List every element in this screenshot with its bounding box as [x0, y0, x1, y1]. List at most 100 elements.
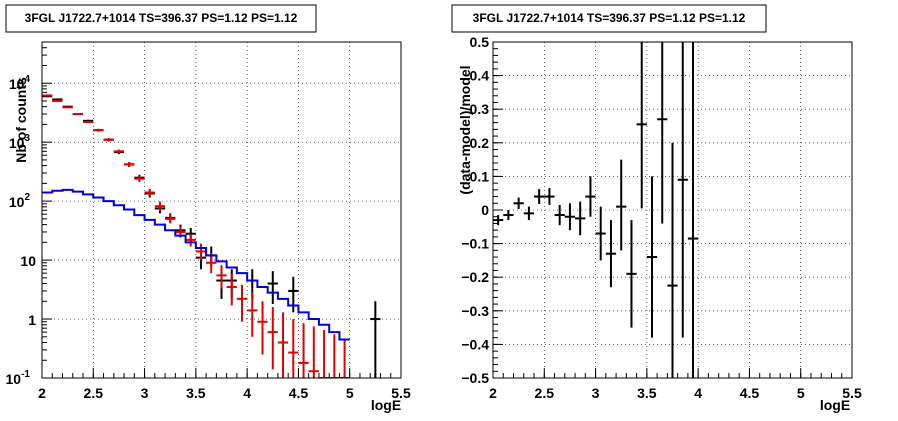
y-tick-base: 1 [28, 312, 36, 328]
data-point [185, 233, 196, 247]
y-axis-title: (data-model)/model [457, 65, 473, 194]
data-point [267, 307, 278, 370]
x-tick-label: 3.5 [186, 385, 206, 401]
y-tick-label: 1 [28, 312, 36, 328]
y-axis-title: Nb of counts [13, 77, 29, 163]
plot-area [493, 42, 699, 378]
chart-title-box [5, 4, 317, 33]
x-tick-label: 4 [694, 385, 702, 401]
y-tick-label: −0.5 [461, 370, 489, 386]
data-point [503, 210, 514, 221]
y-tick-exponent: 2 [24, 192, 30, 203]
y-tick-base: 10 [20, 253, 36, 269]
data-point [667, 142, 678, 378]
data-point [595, 206, 606, 261]
y-tick-base: 10 [9, 135, 25, 151]
x-tick-label: 4.5 [289, 385, 309, 401]
y-tick-label: 0 [481, 202, 489, 218]
data-point [216, 265, 227, 289]
data-point [103, 138, 114, 142]
y-tick-label: −0.2 [461, 269, 489, 285]
data-point [83, 120, 94, 124]
x-tick-label: 2 [38, 385, 46, 401]
data-point [544, 188, 555, 205]
data-point [42, 94, 53, 97]
data-point [154, 201, 166, 212]
data-point [605, 220, 617, 288]
x-tick-label: 4 [243, 385, 251, 401]
chart-title: 3FGL J1722.7+1014 TS=396.37 PS=1.12 PS=1… [25, 11, 298, 25]
plot-area [42, 94, 381, 378]
data-point [52, 99, 63, 102]
data-point [575, 201, 586, 236]
x-tick-label: 2.5 [84, 385, 104, 401]
y-tick-label: 0.3 [470, 101, 490, 117]
data-point [206, 253, 217, 274]
data-point [339, 339, 350, 378]
y-tick-label: −0.4 [461, 336, 489, 352]
data-point [493, 215, 504, 226]
data-point [277, 312, 289, 378]
data-point [72, 113, 84, 116]
data-point [226, 274, 237, 306]
data-point [554, 204, 565, 226]
chart-title: 3FGL J1722.7+1014 TS=396.37 PS=1.12 PS=1… [473, 11, 746, 25]
y-tick-label: 0.1 [470, 168, 490, 184]
data-point [616, 159, 627, 251]
x-tick-label: 5 [797, 385, 805, 401]
x-tick-label: 5 [346, 385, 354, 401]
data-point [257, 301, 268, 355]
model-histogram-line [42, 188, 350, 341]
data-point [267, 271, 278, 304]
x-tick-label: 2.5 [535, 385, 555, 401]
data-point [298, 323, 309, 378]
data-point [93, 128, 104, 132]
data-point [134, 175, 145, 183]
data-point [308, 326, 319, 378]
data-point [523, 206, 535, 221]
data-point [288, 319, 299, 378]
y-tick-exponent: 4 [24, 74, 30, 85]
y-tick-label: −0.1 [461, 236, 489, 252]
y-tick-exponent: -1 [21, 369, 30, 380]
y-tick-exponent: 3 [24, 133, 30, 144]
x-axis-title: logE [371, 397, 401, 413]
data-point [636, 42, 647, 209]
plot-frame [41, 41, 402, 379]
data-point [370, 301, 381, 378]
y-tick-label: 102 [9, 192, 31, 210]
y-tick-label: 103 [9, 133, 31, 151]
y-tick-label: 0.5 [470, 34, 490, 50]
data-point [534, 189, 545, 204]
plot-frame [492, 41, 853, 379]
data-point [585, 176, 596, 217]
x-tick-label: 2 [489, 385, 497, 401]
data-point [113, 149, 125, 154]
data-point [329, 334, 340, 378]
y-tick-label: 10 [20, 253, 36, 269]
data-point [144, 188, 155, 197]
x-axis-title: logE [820, 397, 850, 413]
data-point [677, 42, 688, 338]
data-point [247, 292, 258, 337]
y-tick-base: 10 [9, 76, 25, 92]
chart-panel-2: 3FGL J1722.7+1014 TS=396.37 PS=1.12 PS=1… [451, 4, 862, 413]
data-point [513, 197, 524, 209]
y-tick-label: 10-1 [6, 369, 31, 387]
y-tick-label: 104 [9, 74, 31, 92]
data-point [646, 176, 658, 338]
chart-title-box [451, 4, 767, 33]
data-point [288, 276, 299, 313]
y-tick-label: 0.2 [470, 135, 490, 151]
x-tick-label: 5.5 [842, 385, 862, 401]
y-tick-label: −0.3 [461, 303, 489, 319]
data-point [318, 330, 330, 378]
data-point [687, 42, 699, 378]
x-tick-label: 5.5 [391, 385, 411, 401]
data-point [62, 106, 73, 109]
data-point [626, 220, 637, 328]
y-tick-base: 10 [6, 371, 22, 387]
data-point [236, 284, 248, 322]
x-tick-label: 3 [592, 385, 600, 401]
